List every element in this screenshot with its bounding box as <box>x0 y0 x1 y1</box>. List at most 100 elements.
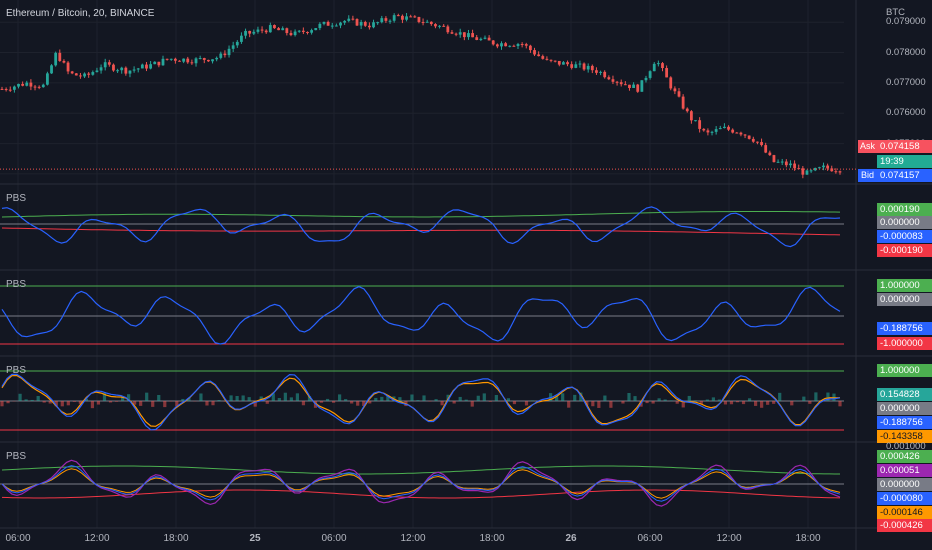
histogram-bar <box>6 401 10 404</box>
candle-body <box>70 71 74 74</box>
candlestick-series[interactable] <box>0 13 856 179</box>
candle-body <box>347 18 351 21</box>
candle-body <box>268 25 272 33</box>
histogram-bar <box>271 393 275 401</box>
candle-body <box>611 79 615 82</box>
price-tick-label: 0.077000 <box>886 76 926 88</box>
candle-body <box>793 163 796 169</box>
candle-body <box>194 58 198 64</box>
candle-body <box>277 28 280 31</box>
candle-body <box>595 70 598 73</box>
candle-body <box>157 61 161 66</box>
indicator-value-badge: -0.000146 <box>877 506 932 519</box>
candle-body <box>784 161 788 166</box>
candle-body <box>760 142 763 146</box>
indicator-pane-1 <box>0 206 844 248</box>
histogram-bar <box>223 401 227 402</box>
candle-body <box>107 62 111 65</box>
histogram-bar <box>350 401 354 404</box>
symbol-title[interactable]: Ethereum / Bitcoin, 20, BINANCE <box>6 8 155 19</box>
candle-body <box>689 111 693 121</box>
histogram-bar <box>96 401 101 405</box>
oscillator-line <box>1 465 841 502</box>
indicator-value-badge: 0.000000 <box>877 216 932 229</box>
candle-body <box>215 57 219 60</box>
candle-body <box>467 33 470 38</box>
candle-body <box>301 30 305 32</box>
histogram-bar <box>428 401 432 402</box>
histogram-bar <box>717 399 722 401</box>
histogram-bar <box>127 394 131 401</box>
histogram-bar <box>808 401 812 404</box>
histogram-bar <box>573 394 577 401</box>
histogram-bar <box>585 401 589 406</box>
candle-body <box>207 59 210 62</box>
candle-body <box>578 63 582 65</box>
candle-body <box>190 62 194 64</box>
histogram-bar <box>645 401 649 404</box>
candle-body <box>537 54 541 57</box>
candle-body <box>495 44 499 47</box>
candle-body <box>260 29 264 31</box>
oscillator-line <box>1 373 841 431</box>
indicator-label[interactable]: PBS <box>6 193 27 204</box>
indicator-label[interactable]: PBS <box>6 365 27 376</box>
histogram-bar <box>265 401 269 404</box>
histogram-bar <box>283 392 287 401</box>
histogram-bar <box>0 401 4 407</box>
indicator-pane-3 <box>0 370 844 431</box>
histogram-bar <box>687 395 691 401</box>
candle-body <box>198 58 202 60</box>
candle-body <box>723 126 726 129</box>
candle-body <box>834 171 838 173</box>
histogram-bar <box>42 401 46 403</box>
candle-body <box>74 73 78 76</box>
histogram-bar <box>338 394 342 401</box>
candle-body <box>743 134 747 136</box>
candle-body <box>599 71 602 73</box>
candle-body <box>780 161 784 163</box>
price-tick-label: 0.076000 <box>886 107 926 119</box>
histogram-bar <box>319 401 324 403</box>
candle-body <box>405 16 408 20</box>
candle-body <box>306 31 309 33</box>
candle-body <box>623 84 627 86</box>
indicator-value-badge: 1.000000 <box>877 279 932 292</box>
candle-body <box>54 52 58 66</box>
candle-body <box>211 59 214 62</box>
time-tick-label: 06:00 <box>637 533 663 544</box>
histogram-bar <box>133 401 137 405</box>
candle-body <box>619 82 623 85</box>
candle-body <box>29 82 33 87</box>
histogram-bar <box>524 401 529 406</box>
candle-body <box>124 67 128 74</box>
candle-body <box>231 45 235 49</box>
indicator-series[interactable] <box>0 206 844 507</box>
candle-body <box>562 62 565 65</box>
histogram-bar <box>488 401 492 402</box>
candle-body <box>145 64 148 69</box>
indicator-value-badge: -0.188756 <box>877 322 932 335</box>
candle-body <box>219 53 223 58</box>
candle-body <box>772 155 776 163</box>
candle-body <box>438 25 441 27</box>
indicator-label[interactable]: PBS <box>6 451 27 462</box>
candle-body <box>570 64 574 68</box>
candle-body <box>41 84 45 88</box>
candle-body <box>112 64 115 71</box>
histogram-bar <box>398 397 402 401</box>
histogram-bar <box>567 401 571 408</box>
histogram-bar <box>663 399 667 401</box>
candle-body <box>384 18 388 21</box>
bid-tag: Bid <box>858 169 877 182</box>
candle-body <box>747 135 751 139</box>
candle-body <box>813 167 817 171</box>
histogram-bar <box>512 401 517 405</box>
indicator-label[interactable]: PBS <box>6 279 27 290</box>
histogram-bar <box>452 401 456 404</box>
candle-body <box>178 60 181 62</box>
histogram-bar <box>410 394 414 401</box>
candle-body <box>409 16 413 18</box>
